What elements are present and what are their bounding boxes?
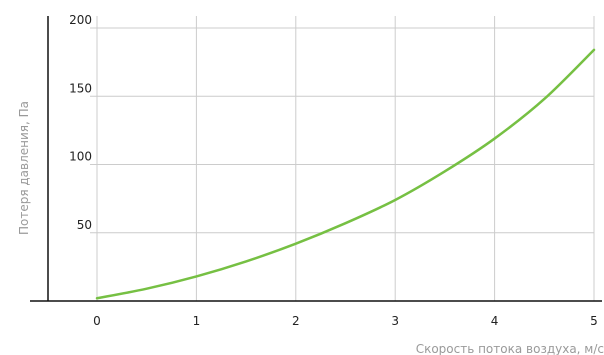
y-tick-labels: 50 100 150 200 bbox=[69, 13, 92, 232]
y-tick-label: 200 bbox=[69, 13, 92, 27]
y-tick-label: 100 bbox=[69, 150, 92, 164]
x-tick-label: 0 bbox=[93, 314, 101, 328]
x-tick-label: 2 bbox=[292, 314, 300, 328]
y-axis-title: Потеря давления, Па bbox=[17, 101, 31, 235]
x-tick-labels: 0 1 2 3 4 5 bbox=[93, 314, 598, 328]
y-tick-label: 50 bbox=[77, 218, 92, 232]
x-tick-label: 4 bbox=[491, 314, 499, 328]
x-tick-label: 1 bbox=[193, 314, 201, 328]
x-tick-label: 5 bbox=[590, 314, 598, 328]
y-tick-label: 150 bbox=[69, 81, 92, 95]
x-tick-label: 3 bbox=[391, 314, 399, 328]
pressure-loss-curve bbox=[95, 48, 596, 300]
series-layer bbox=[95, 48, 596, 300]
x-axis-title: Скорость потока воздуха, м/с bbox=[416, 342, 604, 355]
grid bbox=[90, 16, 595, 301]
